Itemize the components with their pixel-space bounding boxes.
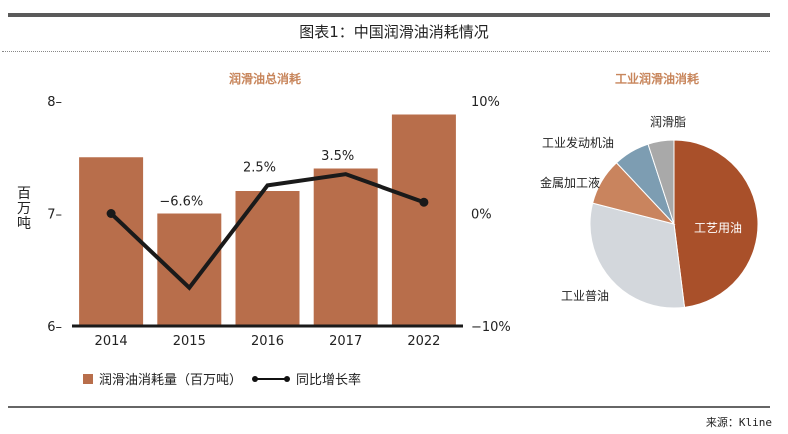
pie-slice-label: 金属加工液 xyxy=(540,175,600,190)
y-tick-label: 8– xyxy=(47,95,62,110)
y-axis-label-char: 百 xyxy=(17,186,31,202)
y-tick-label: 7– xyxy=(47,208,62,223)
legend-line-label: 同比增长率 xyxy=(296,373,362,388)
y2-tick-label: 0% xyxy=(471,208,492,223)
pie-slice-label: 工业发动机油 xyxy=(542,135,614,150)
bar-chart-title: 润滑油总消耗 xyxy=(229,71,301,86)
growth-rate-line xyxy=(109,172,425,291)
y2-tick-label: 10% xyxy=(471,95,500,110)
bottom-rule xyxy=(8,406,770,408)
x-tick-label: 2022 xyxy=(407,334,440,349)
bar-2015 xyxy=(157,213,222,326)
bar-2022 xyxy=(391,114,456,326)
bar-2016 xyxy=(235,191,300,326)
legend-bar-swatch xyxy=(83,373,93,384)
growth-rate-label: 3.5% xyxy=(321,149,354,164)
pie-chart-title: 工业润滑油消耗 xyxy=(615,71,699,86)
x-tick-label: 2015 xyxy=(173,334,206,349)
legend-bar-label: 润滑油消耗量（百万吨） xyxy=(99,373,243,388)
figure-title: 图表1：中国润滑油消耗情况 xyxy=(299,23,489,41)
bar-2017 xyxy=(313,168,378,326)
y2-tick-label: −10% xyxy=(471,320,511,335)
bar-2014 xyxy=(79,157,144,326)
legend-line-icon xyxy=(252,374,291,384)
pie-slice-label: 工业普油 xyxy=(561,289,609,303)
x-tick-label: 2016 xyxy=(251,334,284,349)
top-rule xyxy=(8,13,770,17)
x-tick-label: 2014 xyxy=(95,334,128,349)
growth-rate-point xyxy=(419,197,429,207)
y-axis-label-char: 吨 xyxy=(17,216,31,232)
legend: 润滑油消耗量（百万吨） 同比增长率 xyxy=(83,369,361,388)
dotted-divider xyxy=(2,51,770,52)
growth-rate-label: 2.5% xyxy=(243,160,276,175)
pie-slice-label: 润滑脂 xyxy=(650,114,686,129)
y-tick-label: 6– xyxy=(47,320,62,335)
source-note: 来源：Kline xyxy=(705,416,772,429)
pie-slice-0 xyxy=(673,139,759,308)
pie-slice-label: 工艺用油 xyxy=(694,221,742,235)
pie-slice-4 xyxy=(647,139,675,225)
pie-slice-1 xyxy=(589,202,686,309)
y-axis-label-char: 万 xyxy=(17,201,31,217)
x-tick-label: 2017 xyxy=(329,334,362,349)
growth-rate-label: −6.6% xyxy=(159,195,203,210)
growth-rate-point xyxy=(106,209,116,218)
